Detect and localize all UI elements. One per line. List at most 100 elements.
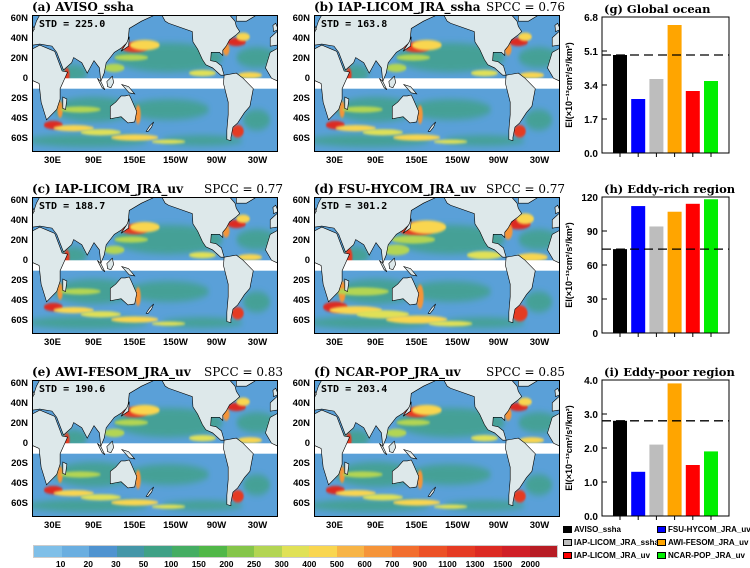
land-nz — [146, 487, 153, 496]
lon-tick-label: 30W — [529, 520, 550, 531]
std-value: STD = 163.8 — [321, 19, 388, 30]
eke-hotspot — [129, 221, 160, 233]
equatorial-mask — [315, 260, 559, 271]
std-value: STD = 188.7 — [39, 201, 106, 212]
eke-hotspot — [135, 287, 141, 306]
equatorial-mask — [315, 78, 559, 89]
plot-frame — [601, 16, 730, 154]
eke-hotspot — [336, 287, 389, 296]
eke-hotspot — [237, 72, 263, 79]
eke-map: STD = 190.6 — [32, 380, 278, 517]
land-samerica — [223, 438, 253, 506]
eke-hotspot — [53, 307, 94, 314]
panel-title: (d) FSU-HYCOM_JRA_uv — [314, 182, 476, 196]
colorbar-label: 150 — [191, 559, 206, 568]
bar-chart: (h) Eddy-rich region EI(×10⁻¹³cm²/s²/km²)… — [564, 182, 736, 340]
legend-label: AVISO_ssha — [574, 525, 621, 534]
land-newguinea — [122, 85, 135, 94]
land-newguinea — [404, 267, 417, 276]
land-australia — [110, 460, 136, 488]
eke-hotspot — [411, 39, 442, 51]
land-eurasia — [33, 198, 155, 263]
lon-tick-label: 30E — [44, 520, 61, 531]
lat-tick-label: 20S — [11, 275, 28, 286]
lat-tick-label: 60S — [293, 315, 310, 326]
lat-tick-label: 40N — [292, 398, 310, 409]
eke-region — [127, 99, 210, 120]
spcc-value: SPCC = 0.85 — [486, 365, 566, 379]
eke-hotspot — [236, 32, 250, 41]
eke-hotspot — [519, 437, 545, 444]
land-samerica — [223, 255, 253, 323]
land-uk — [555, 205, 559, 213]
land-uk — [315, 205, 316, 213]
eke-hotspot — [110, 134, 159, 141]
land-newguinea — [122, 267, 135, 276]
panel-title: (f) NCAR-POP_JRA_uv — [314, 365, 461, 379]
panel-title: (e) AWI-FESOM_JRA_uv — [32, 365, 191, 379]
eke-hotspot — [470, 435, 498, 442]
colorbar-label: 600 — [357, 559, 372, 568]
land-borneo — [389, 258, 396, 269]
eke-region — [443, 500, 526, 511]
colorbar-swatch — [419, 546, 447, 557]
colorbar-swatch — [226, 546, 255, 557]
bar-iap-licom-jra-ssha — [631, 99, 646, 153]
lon-tick-label: 30W — [247, 520, 268, 531]
colorbar-label: 10 — [55, 559, 66, 568]
y-tick-label: 90 — [587, 227, 599, 238]
eke-hotspot — [151, 504, 186, 509]
eke-hotspot — [519, 72, 545, 79]
eke-hotspot — [362, 494, 404, 501]
eke-hotspot — [342, 106, 383, 113]
lat-tick-label: 0 — [22, 438, 28, 449]
lat-tick-label: 0 — [304, 255, 310, 266]
spcc-value: SPCC = 0.77 — [486, 182, 566, 196]
land-madagascar — [63, 97, 67, 109]
eke-region — [243, 109, 271, 131]
eke-hotspot — [188, 435, 216, 442]
land-uk — [555, 23, 559, 31]
bar-chart: (g) Global ocean EI(×10⁻¹³cm²/s²/km²) 0.0 1… — [564, 2, 730, 160]
lat-tick-label: 20S — [11, 93, 28, 104]
eke-hotspot — [110, 316, 159, 323]
lon-tick-label: 90W — [206, 520, 227, 531]
colorbar-swatch — [391, 546, 420, 557]
land-eurasia — [552, 16, 559, 81]
eke-hotspot — [391, 235, 436, 244]
std-value: STD = 190.6 — [39, 384, 106, 395]
eke-hotspot — [386, 63, 407, 73]
eke-hotspot — [80, 494, 122, 501]
eke-hotspot — [237, 437, 263, 444]
land-uk — [33, 23, 34, 31]
land-uk — [33, 388, 34, 396]
colorbar-label: 1300 — [465, 559, 485, 568]
land-japan — [403, 37, 411, 52]
eke-hotspot — [516, 213, 534, 225]
y-tick-label: 3.0 — [584, 410, 598, 421]
y-tick-label: 0.0 — [584, 512, 598, 523]
land-namerica — [444, 16, 522, 75]
lon-tick-label: 90E — [85, 155, 102, 166]
plot-frame — [601, 196, 730, 334]
eke-hotspot — [513, 125, 526, 138]
y-tick-label: 0 — [592, 329, 598, 340]
eke-map: STD = 301.2 — [314, 197, 560, 334]
legend-item: AVISO_ssha — [563, 525, 621, 534]
lat-tick-label: 40S — [11, 113, 28, 124]
colorbar-swatch — [336, 546, 365, 557]
lat-tick-label: 60N — [292, 195, 310, 206]
legend-label: IAP-LICOM_JRA_uv — [574, 551, 651, 560]
lon-tick-label: 30W — [247, 155, 268, 166]
land-australia — [110, 95, 136, 123]
eke-hotspot — [385, 315, 448, 324]
bar-ncar-pop-jra-uv — [704, 451, 718, 516]
eke-hotspot — [129, 39, 160, 51]
lon-tick-label: 30W — [529, 337, 550, 348]
colorbar-label: 400 — [302, 559, 317, 568]
eke-hotspot — [513, 490, 526, 503]
std-value: STD = 203.4 — [321, 384, 388, 395]
lat-tick-label: 20S — [293, 458, 310, 469]
bar-ncar-pop-jra-uv — [704, 199, 718, 333]
eke-region — [409, 464, 492, 485]
